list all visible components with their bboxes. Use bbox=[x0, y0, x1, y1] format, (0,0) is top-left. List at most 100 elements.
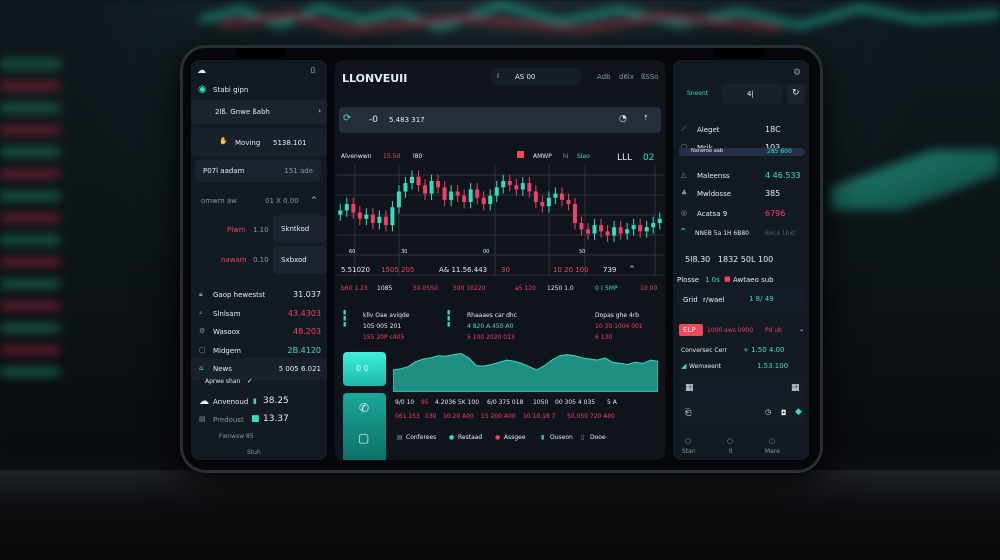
order-value: 0.10 bbox=[253, 256, 269, 264]
candle bbox=[468, 189, 473, 202]
tablet-icon[interactable]: ▯ bbox=[311, 66, 315, 74]
chart-header-item[interactable]: Alvenwwn bbox=[341, 153, 372, 160]
cloud-icon[interactable]: ☁ bbox=[197, 66, 206, 76]
candle bbox=[338, 210, 343, 215]
tab-icon[interactable]: ○ bbox=[727, 437, 734, 445]
candle bbox=[462, 195, 467, 202]
account-label: Predoust bbox=[213, 416, 244, 424]
legend-label[interactable]: Conferees bbox=[406, 434, 437, 441]
chart-header-item[interactable]: 02 bbox=[643, 153, 655, 163]
candle bbox=[449, 191, 454, 200]
candle bbox=[533, 191, 538, 202]
chart-header-item[interactable]: l80 bbox=[413, 153, 423, 160]
order-button[interactable]: Sxbxod bbox=[273, 246, 327, 274]
item-value: 6796 bbox=[765, 209, 786, 218]
check-icon: ✓ bbox=[247, 377, 253, 385]
tab-icon[interactable]: ○ bbox=[685, 437, 692, 445]
order-button[interactable]: Skntkod bbox=[273, 215, 327, 243]
chart-header-item[interactable]: Siao bbox=[577, 153, 590, 160]
candle bbox=[553, 193, 558, 198]
stat-row[interactable]: 🔒︎ Gaop hewestst 31.037 bbox=[191, 284, 327, 306]
item-label: P07l aadam bbox=[203, 167, 245, 175]
trend-up-icon: ⌃ bbox=[679, 227, 688, 238]
tab[interactable]: AS 00 bbox=[515, 73, 536, 81]
settings-icon[interactable]: ⚙ bbox=[793, 68, 802, 78]
tab-label[interactable]: II bbox=[729, 448, 733, 455]
item-label: omwm aw bbox=[201, 197, 237, 205]
item-value: 4 46.533 bbox=[765, 171, 801, 180]
pause-button[interactable]: 0 0 bbox=[343, 352, 386, 386]
ticker-label: -0 bbox=[369, 115, 378, 125]
timer-icon[interactable]: ◷ bbox=[765, 408, 772, 416]
item-value: 18C bbox=[765, 125, 781, 134]
search-input[interactable]: 4| bbox=[721, 84, 783, 104]
candle bbox=[409, 176, 414, 184]
chart-header-item[interactable]: AMWP bbox=[533, 153, 552, 160]
tab-label[interactable]: Stan bbox=[682, 448, 696, 455]
legend-label[interactable]: Ouseon bbox=[550, 434, 573, 441]
info-line: 155 20P c405 bbox=[363, 334, 405, 341]
info-line: 6 130 bbox=[595, 334, 613, 341]
stat-value: 0 ( 5MP bbox=[595, 285, 618, 292]
camera-icon[interactable]: ◘ bbox=[781, 409, 787, 417]
legend-label[interactable]: Assgee bbox=[504, 434, 526, 441]
list-item[interactable]: ◎ Acatsa 9 6796 bbox=[673, 206, 809, 222]
item-label: Aleget bbox=[697, 126, 720, 134]
chart-type-icon[interactable] bbox=[517, 151, 524, 158]
chart-header-item[interactable]: hi bbox=[563, 153, 569, 160]
list-item[interactable]: △ Maleenss 4 46.533 bbox=[673, 168, 809, 184]
legend-label[interactable]: Restaad bbox=[458, 434, 483, 441]
tag-icon[interactable]: ◆ bbox=[795, 407, 802, 417]
legend-label[interactable]: Dooe bbox=[590, 434, 606, 441]
highlight-row[interactable]: Naneroe aab 285 800 bbox=[679, 148, 805, 156]
refresh-button[interactable]: ↻ bbox=[787, 84, 805, 104]
metric-value: 10.20 A00 bbox=[443, 413, 474, 420]
grid-row[interactable]: Grid r/wael 1 8/ 49 bbox=[677, 288, 805, 310]
alert-badge[interactable]: ELP bbox=[679, 324, 703, 336]
tab[interactable]: d6lx bbox=[619, 73, 634, 81]
chevron-down-icon[interactable]: ⌄ bbox=[799, 326, 805, 333]
list-item[interactable]: ⟋ Aleget 18C bbox=[673, 122, 809, 138]
grid-value: 1 8/ 49 bbox=[749, 295, 774, 303]
candle bbox=[390, 207, 395, 226]
row-label: Conversec Cerr bbox=[681, 347, 728, 354]
stat-row[interactable]: ▢ Midgem 2B.4120 bbox=[191, 340, 327, 362]
candle bbox=[612, 227, 617, 236]
list-item[interactable]: P07l aadam 151 ade bbox=[195, 160, 321, 182]
chart-header-item[interactable]: 15.5d bbox=[383, 153, 401, 160]
stat-row[interactable]: ⌂ News 5 005 6.021 bbox=[191, 358, 327, 380]
footer-tab[interactable]: Stuh bbox=[247, 449, 261, 456]
person-icon[interactable]: ⇡ bbox=[643, 114, 649, 122]
chart-header-item[interactable]: LLL bbox=[617, 153, 633, 163]
chevron-up-icon[interactable]: ^ bbox=[311, 196, 317, 204]
item-icon: ◎ bbox=[681, 209, 688, 217]
tab[interactable]: ßSSo bbox=[641, 73, 659, 81]
stat-row[interactable]: ⌕ Slnlsam 43.4303 bbox=[191, 303, 327, 325]
refresh-icon[interactable]: ⟳ bbox=[343, 113, 352, 124]
candle bbox=[507, 181, 512, 186]
area-chart[interactable] bbox=[393, 350, 658, 392]
tab[interactable]: Adb bbox=[597, 73, 611, 81]
call-button[interactable]: ✆ ▢ bbox=[343, 393, 386, 460]
tab-label[interactable]: Mare bbox=[765, 448, 780, 455]
ticker-bar[interactable]: ⟳ -0 5.483 317 ◔ ⇡ bbox=[339, 107, 661, 133]
item-value: 103 bbox=[765, 143, 780, 152]
chevron-up-icon[interactable]: ^ bbox=[629, 265, 635, 273]
candle bbox=[403, 183, 408, 192]
calculator-bar[interactable]: ▦ ▦ bbox=[679, 378, 805, 400]
candle bbox=[514, 185, 519, 190]
moving-item[interactable]: ✋ Moving 5138.101 bbox=[191, 128, 327, 156]
legend-icon: ▤ bbox=[397, 434, 403, 441]
stat-value: 1250 1.0 bbox=[547, 285, 574, 292]
candle bbox=[520, 183, 525, 190]
metric-value: 1050 bbox=[533, 399, 549, 406]
tab-icon[interactable]: ○ bbox=[769, 437, 776, 445]
menu-item[interactable]: 2lß. Gnwe ßabh › bbox=[191, 100, 327, 124]
clock-icon[interactable]: ◔ bbox=[619, 114, 627, 124]
candlestick-chart[interactable] bbox=[337, 165, 663, 277]
stat-label: Slnlsam bbox=[213, 309, 241, 318]
list-item[interactable]: ♣ Mwldosse 385 bbox=[673, 186, 809, 202]
exit-icon[interactable]: ⎗ bbox=[685, 408, 692, 417]
stat-row[interactable]: ⚙ Wasoox 48.203 bbox=[191, 321, 327, 343]
candle bbox=[657, 218, 662, 223]
